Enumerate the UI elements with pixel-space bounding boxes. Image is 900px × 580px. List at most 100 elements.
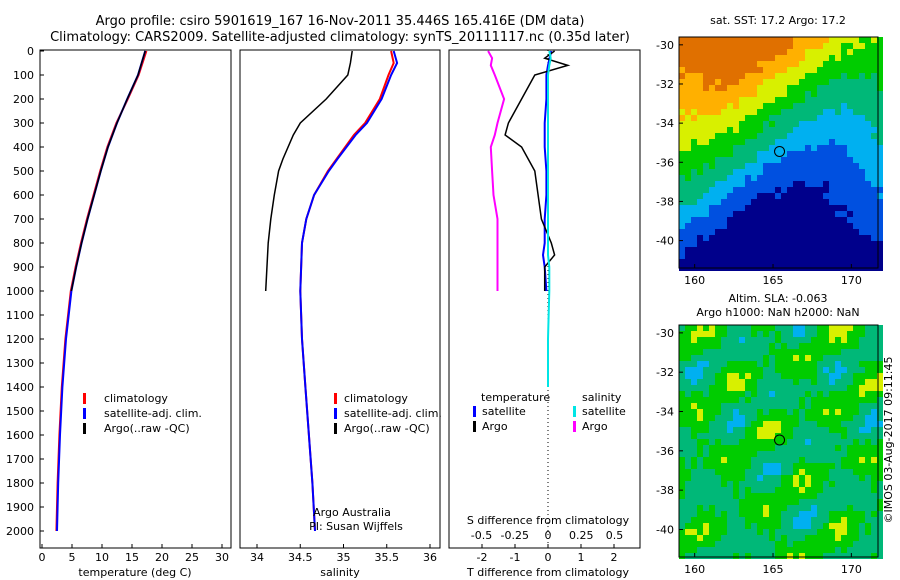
map-cell [727, 163, 733, 169]
map-cell [811, 223, 817, 229]
map-cell [847, 523, 853, 529]
map-cell [733, 115, 739, 121]
map-cell [763, 235, 769, 241]
map-cell [871, 379, 877, 385]
map-cell [745, 121, 751, 127]
map-cell [865, 475, 871, 481]
map-cell [877, 523, 883, 529]
map-cell [691, 337, 697, 343]
map-cell [751, 403, 757, 409]
map-cell [859, 235, 865, 241]
map-cell [835, 403, 841, 409]
map-cell [757, 553, 763, 559]
map-cell [709, 253, 715, 259]
map-cell [751, 139, 757, 145]
map-cell [697, 475, 703, 481]
map-cell [865, 373, 871, 379]
map-cell [745, 445, 751, 451]
map-cell [733, 421, 739, 427]
map-cell [811, 211, 817, 217]
map-cell [727, 529, 733, 535]
map-cell [721, 469, 727, 475]
map-cell [877, 241, 883, 247]
map-cell [751, 211, 757, 217]
map-cell [679, 427, 685, 433]
map-cell [757, 499, 763, 505]
map-cell [829, 553, 835, 559]
map-cell [817, 409, 823, 415]
map-cell [793, 157, 799, 163]
y-tick-label: 1400 [6, 381, 34, 394]
map-cell [805, 367, 811, 373]
map-cell [871, 67, 877, 73]
map-cell [679, 517, 685, 523]
map-cell [841, 445, 847, 451]
map-cell [877, 223, 883, 229]
map-cell [841, 109, 847, 115]
map-cell [703, 427, 709, 433]
map-cell [691, 85, 697, 91]
map-cell [877, 409, 883, 415]
map-cell [787, 421, 793, 427]
map-cell [709, 493, 715, 499]
map-cell [685, 541, 691, 547]
map-cell [871, 217, 877, 223]
map-cell [865, 415, 871, 421]
map-cell [787, 103, 793, 109]
map-cell [751, 115, 757, 121]
map-cell [865, 169, 871, 175]
map-cell [841, 187, 847, 193]
legend-swatch [334, 393, 337, 404]
map-cell [679, 139, 685, 145]
map-cell [829, 361, 835, 367]
map-cell [823, 157, 829, 163]
map-cell [733, 103, 739, 109]
map-cell [751, 481, 757, 487]
map-cell [865, 505, 871, 511]
map-cell [841, 157, 847, 163]
map-cell [715, 535, 721, 541]
map-cell [679, 463, 685, 469]
map-cell [841, 433, 847, 439]
map-cell [721, 55, 727, 61]
map-cell [871, 325, 877, 331]
map-cell [679, 475, 685, 481]
map-cell [679, 79, 685, 85]
map-cell [679, 241, 685, 247]
map-cell [769, 373, 775, 379]
map-cell [835, 205, 841, 211]
map-cell [685, 385, 691, 391]
map-cell [757, 223, 763, 229]
map-cell [811, 439, 817, 445]
map-cell [829, 337, 835, 343]
map-cell [763, 145, 769, 151]
map-cell [769, 241, 775, 247]
map-cell [805, 553, 811, 559]
map-cell [847, 517, 853, 523]
map-cell [775, 187, 781, 193]
map-cell [865, 109, 871, 115]
map-cell [763, 163, 769, 169]
map-cell [709, 385, 715, 391]
map-cell [841, 421, 847, 427]
map-cell [697, 187, 703, 193]
map-cell [877, 61, 883, 67]
map-cell [751, 433, 757, 439]
map-cell [721, 553, 727, 559]
map-cell [775, 403, 781, 409]
map-cell [823, 43, 829, 49]
map-cell [691, 193, 697, 199]
map-cell [805, 37, 811, 43]
map-cell [697, 115, 703, 121]
map-cell [721, 391, 727, 397]
map-cell [871, 259, 877, 265]
map-cell [805, 331, 811, 337]
map-cell [799, 139, 805, 145]
map-cell [709, 199, 715, 205]
map-cell [841, 73, 847, 79]
map-cell [727, 157, 733, 163]
map-cell [877, 445, 883, 451]
map-cell [835, 145, 841, 151]
map-cell [685, 229, 691, 235]
